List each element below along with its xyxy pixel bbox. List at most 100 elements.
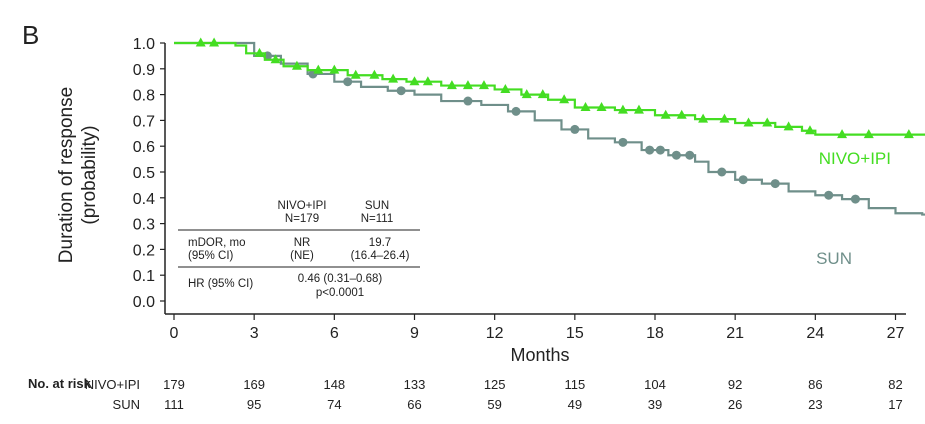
x-ticks: 03691215182124273033363942454851 [170, 314, 905, 342]
censor-mark-nivo-ipi [719, 113, 730, 123]
risk-value: 86 [808, 377, 822, 392]
censor-mark-nivo-ipi [837, 129, 848, 139]
risk-value: 125 [484, 377, 506, 392]
censor-mark-sun [463, 96, 473, 106]
y-tick-label: 0.5 [133, 165, 155, 182]
censor-mark-nivo-ipi [617, 104, 628, 114]
series-label-nivo: NIVO+IPI [819, 149, 891, 168]
y-axis-title: Duration of response (probability) [56, 87, 100, 263]
censor-mark-nivo-ipi [478, 80, 489, 90]
censor-mark-sun [570, 124, 580, 134]
censor-mark-nivo-ipi [762, 117, 773, 127]
censor-mark-nivo-ipi [537, 89, 548, 99]
curve-nivo-ipi [174, 41, 925, 136]
curves [174, 37, 925, 216]
risk-row-label-sun: SUN [113, 397, 140, 412]
x-tick-label: 27 [887, 325, 905, 342]
censor-mark-nivo-ipi [195, 37, 206, 47]
risk-value: 23 [808, 397, 822, 412]
censor-mark-nivo-ipi [559, 94, 570, 104]
inset-row2-value-line1: 0.46 (0.31–0.68) [298, 273, 383, 285]
y-tick-label: 0.7 [133, 113, 155, 130]
inset-row2-label: HR (95% CI) [188, 278, 253, 290]
censor-mark-nivo-ipi [521, 89, 532, 99]
risk-value: 133 [404, 377, 426, 392]
x-tick-label: 9 [410, 325, 419, 342]
y-axis-title-line2: (probability) [79, 125, 100, 224]
y-ticks: 0.0 0.1 0.2 0.3 0.4 0.5 0.6 0.7 0.8 0.9 1.0 [133, 36, 165, 311]
censor-mark-sun [824, 190, 834, 200]
censor-mark-sun [645, 145, 655, 155]
censor-mark-nivo-ipi [329, 64, 340, 74]
censor-mark-sun [738, 175, 748, 185]
curve-sun [174, 41, 925, 216]
censor-mark-nivo-ipi [291, 60, 302, 70]
inset-row1-sun-line1: 19.7 [369, 237, 391, 249]
risk-value: 115 [564, 377, 585, 392]
censor-mark-nivo-ipi [422, 76, 433, 86]
inset-header-sun-line2: N=111 [361, 213, 394, 225]
censor-mark-sun [685, 150, 695, 160]
censor-mark-nivo-ipi [350, 69, 361, 79]
x-axis-title: Months [510, 345, 569, 365]
risk-value: 95 [247, 397, 261, 412]
x-tick-label: 12 [486, 325, 504, 342]
risk-value: 82 [888, 377, 902, 392]
x-tick-label: 21 [726, 325, 744, 342]
inset-row1-label-line1: mDOR, mo [188, 237, 246, 249]
y-tick-label: 0.0 [133, 294, 155, 311]
censor-mark-nivo-ipi [804, 125, 815, 135]
censor-mark-nivo-ipi [863, 129, 874, 139]
y-tick-label: 0.3 [133, 217, 155, 234]
x-tick-label: 15 [566, 325, 584, 342]
y-tick-label: 0.4 [133, 191, 155, 208]
x-tick-label: 24 [806, 325, 824, 342]
y-axis-title-line1: Duration of response [56, 87, 77, 263]
censor-mark-sun [770, 179, 780, 189]
censor-mark-nivo-ipi [743, 117, 754, 127]
censor-mark-sun [396, 86, 406, 96]
censor-mark-sun [850, 194, 860, 204]
y-tick-label: 0.2 [133, 242, 155, 259]
inset-row1-nivo-line1: NR [294, 237, 311, 249]
inset-row1-label-line2: (95% CI) [188, 250, 234, 262]
inset-header-nivo-line2: N=179 [285, 213, 319, 225]
risk-value: 92 [728, 377, 742, 392]
risk-value: 26 [728, 397, 742, 412]
censor-mark-sun [655, 145, 665, 155]
censor-mark-nivo-ipi [596, 102, 607, 111]
risk-value: 17 [888, 397, 902, 412]
risk-value: 74 [327, 397, 341, 412]
censor-mark-sun [343, 77, 353, 87]
censor-mark-nivo-ipi [698, 113, 709, 123]
censor-mark-nivo-ipi [500, 83, 511, 93]
risk-value: 148 [323, 377, 345, 392]
censor-mark-nivo-ipi [254, 47, 265, 57]
inset-header-sun-line1: SUN [365, 200, 389, 212]
risk-values: 1791691481331251151049286827672665432112… [163, 377, 903, 412]
risk-value: 169 [243, 377, 265, 392]
panel-label: B [22, 20, 39, 50]
risk-row-label-nivo: NIVO+IPI [85, 377, 140, 392]
y-tick-label: 1.0 [133, 36, 155, 53]
censor-mark-nivo-ipi [676, 109, 687, 119]
inset-row1-nivo-line2: (NE) [290, 250, 314, 262]
censor-mark-nivo-ipi [369, 69, 380, 79]
y-tick-label: 0.9 [133, 62, 155, 79]
risk-value: 66 [407, 397, 421, 412]
censor-mark-nivo-ipi [462, 80, 473, 90]
x-tick-label: 0 [170, 325, 179, 342]
risk-value: 59 [487, 397, 501, 412]
y-tick-label: 0.8 [133, 88, 155, 105]
censor-mark-sun [511, 106, 521, 116]
censor-mark-nivo-ipi [209, 37, 220, 47]
inset-row1-sun-line2: (16.4–26.4) [351, 250, 410, 262]
risk-value: 39 [648, 397, 662, 412]
censor-mark-sun [671, 150, 681, 160]
censor-mark-nivo-ipi [270, 54, 281, 64]
censor-mark-nivo-ipi [409, 76, 420, 86]
risk-value: 104 [644, 377, 666, 392]
risk-table-title: No. at risk [28, 376, 92, 391]
censor-mark-nivo-ipi [580, 102, 591, 111]
